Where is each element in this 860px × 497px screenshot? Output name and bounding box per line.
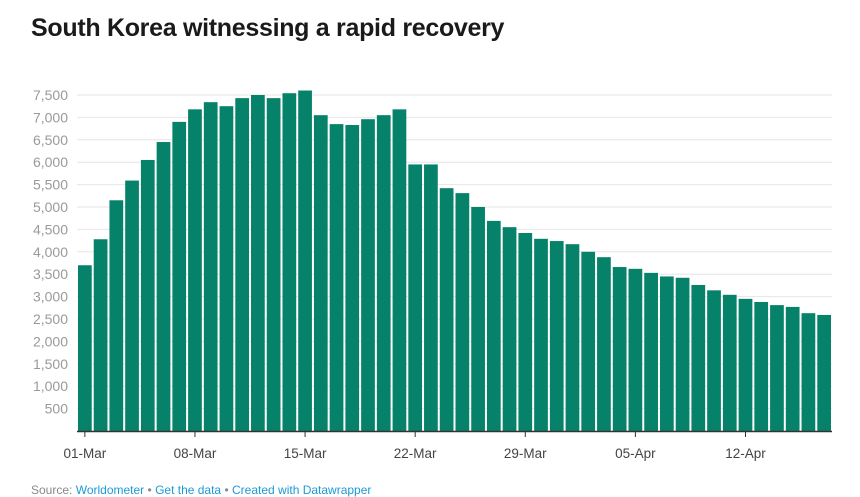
bar-04-Mar xyxy=(125,180,139,431)
x-tick-label: 22-Mar xyxy=(394,446,437,461)
bar-20-Mar xyxy=(376,115,391,431)
y-tick-label: 1,000 xyxy=(33,378,68,394)
bar-06-Mar xyxy=(156,142,171,432)
bar-10-Apr xyxy=(707,290,721,431)
bar-28-Mar xyxy=(502,227,517,431)
chart-footer: Source: Worldometer • Get the data • Cre… xyxy=(31,483,371,497)
bar-05-Mar xyxy=(140,159,155,431)
bar-06-Apr xyxy=(644,272,658,431)
bar-09-Mar xyxy=(203,102,218,431)
bar-29-Mar xyxy=(518,232,533,431)
bar-19-Mar xyxy=(361,119,375,431)
bar-16-Mar xyxy=(313,115,328,431)
bar-14-Mar xyxy=(282,93,297,431)
bar-05-Apr xyxy=(628,268,643,431)
bar-12-Mar xyxy=(251,95,265,431)
bar-23-Mar xyxy=(424,164,438,431)
bar-08-Mar xyxy=(188,109,202,431)
bar-11-Apr xyxy=(722,294,737,431)
bar-15-Apr xyxy=(785,306,800,431)
bar-07-Apr xyxy=(659,276,674,431)
y-tick-label: 2,000 xyxy=(33,333,68,349)
x-tick-label: 08-Mar xyxy=(174,446,217,461)
y-tick-label: 5,000 xyxy=(33,199,68,215)
bar-25-Mar xyxy=(455,193,470,431)
bar-01-Mar xyxy=(78,265,92,431)
bar-02-Apr xyxy=(581,251,596,431)
bar-16-Apr xyxy=(801,313,816,431)
separator: • xyxy=(147,483,152,497)
y-tick-label: 6,500 xyxy=(33,132,68,148)
bar-21-Mar xyxy=(392,109,407,431)
bar-07-Mar xyxy=(172,121,187,431)
y-tick-label: 4,500 xyxy=(33,221,68,237)
x-tick-label: 15-Mar xyxy=(284,446,327,461)
x-tick-label: 05-Apr xyxy=(615,446,656,461)
bar-27-Mar xyxy=(486,220,501,431)
y-tick-label: 2,500 xyxy=(33,311,68,327)
bar-13-Mar xyxy=(266,98,281,432)
bar-01-Apr xyxy=(565,244,580,431)
datawrapper-link[interactable]: Created with Datawrapper xyxy=(232,483,372,497)
source-label: Source: xyxy=(31,483,73,497)
bar-03-Apr xyxy=(597,257,611,431)
bar-17-Mar xyxy=(329,124,344,432)
y-tick-label: 7,500 xyxy=(33,87,68,103)
bar-17-Apr xyxy=(817,314,831,431)
y-tick-label: 4,000 xyxy=(33,244,68,260)
y-tick-label: 1,500 xyxy=(33,356,68,372)
source-link[interactable]: Worldometer xyxy=(75,483,145,497)
x-tick-label: 12-Apr xyxy=(725,446,766,461)
bar-03-Mar xyxy=(109,200,124,431)
x-tick-label: 01-Mar xyxy=(63,446,106,461)
bar-11-Mar xyxy=(235,98,250,432)
y-tick-label: 3,500 xyxy=(33,266,68,282)
bar-02-Mar xyxy=(93,239,108,431)
bar-30-Mar xyxy=(534,238,548,431)
bar-31-Mar xyxy=(549,241,564,431)
get-data-link[interactable]: Get the data xyxy=(155,483,222,497)
bar-22-Mar xyxy=(408,164,423,431)
y-tick-label: 500 xyxy=(45,401,69,417)
chart-title: South Korea witnessing a rapid recovery xyxy=(31,14,505,42)
bar-04-Apr xyxy=(612,267,627,431)
bar-10-Mar xyxy=(219,106,234,431)
separator: • xyxy=(224,483,229,497)
y-tick-label: 6,000 xyxy=(33,154,68,170)
bar-chart: 500 1,000 1,500 2,000 2,500 3,000 3,500 4,000 4,… xyxy=(33,87,832,461)
bar-15-Mar xyxy=(298,90,312,432)
y-tick-label: 3,000 xyxy=(33,289,68,305)
y-tick-label: 7,000 xyxy=(33,109,68,125)
bar-08-Apr xyxy=(675,277,690,431)
bar-26-Mar xyxy=(471,207,485,431)
bar-24-Mar xyxy=(439,188,454,431)
bar-18-Mar xyxy=(345,125,360,432)
bar-12-Apr xyxy=(738,298,753,431)
bar-13-Apr xyxy=(754,301,769,431)
x-tick-label: 29-Mar xyxy=(504,446,547,461)
bar-09-Apr xyxy=(691,284,706,431)
y-tick-label: 5,500 xyxy=(33,177,68,193)
bar-14-Apr xyxy=(770,305,784,431)
